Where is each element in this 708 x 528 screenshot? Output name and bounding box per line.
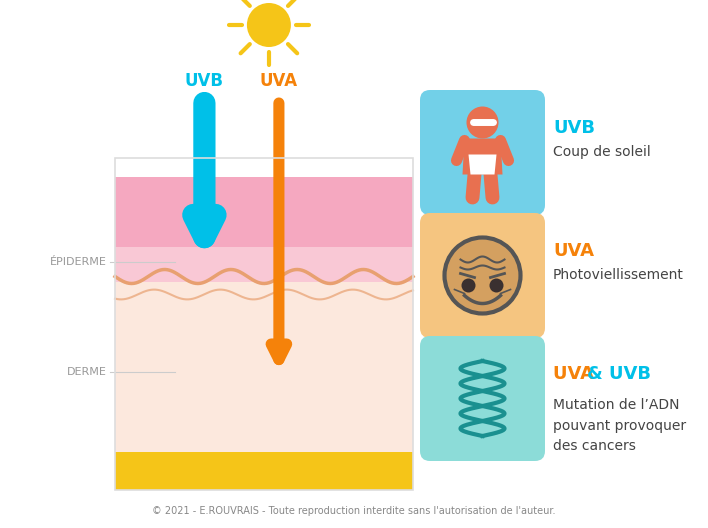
- Text: DERME: DERME: [67, 367, 107, 377]
- Bar: [115, 158, 413, 490]
- Polygon shape: [469, 155, 496, 174]
- Polygon shape: [462, 138, 503, 174]
- FancyBboxPatch shape: [420, 90, 545, 215]
- FancyBboxPatch shape: [420, 213, 545, 338]
- Text: UVA: UVA: [553, 242, 594, 260]
- Circle shape: [467, 107, 498, 138]
- FancyBboxPatch shape: [420, 336, 545, 461]
- Bar: [115, 452, 413, 490]
- Text: & UVB: & UVB: [587, 365, 651, 383]
- Bar: [115, 247, 413, 282]
- Text: Photoviellissement: Photoviellissement: [553, 268, 684, 282]
- Bar: [115, 282, 413, 452]
- Circle shape: [247, 3, 291, 47]
- Text: UVA: UVA: [260, 72, 298, 90]
- Text: ÉPIDERME: ÉPIDERME: [50, 257, 107, 267]
- Circle shape: [462, 278, 476, 293]
- Circle shape: [489, 278, 503, 293]
- Text: Coup de soleil: Coup de soleil: [553, 145, 651, 159]
- Circle shape: [445, 238, 520, 314]
- Text: © 2021 - E.ROUVRAIS - Toute reproduction interdite sans l'autorisation de l'aute: © 2021 - E.ROUVRAIS - Toute reproduction…: [152, 506, 556, 516]
- Text: UVB: UVB: [185, 72, 224, 90]
- Text: UVB: UVB: [553, 119, 595, 137]
- Text: UVA: UVA: [553, 365, 600, 383]
- Bar: [115, 177, 413, 247]
- Text: Mutation de l’ADN
pouvant provoquer
des cancers: Mutation de l’ADN pouvant provoquer des …: [553, 398, 686, 453]
